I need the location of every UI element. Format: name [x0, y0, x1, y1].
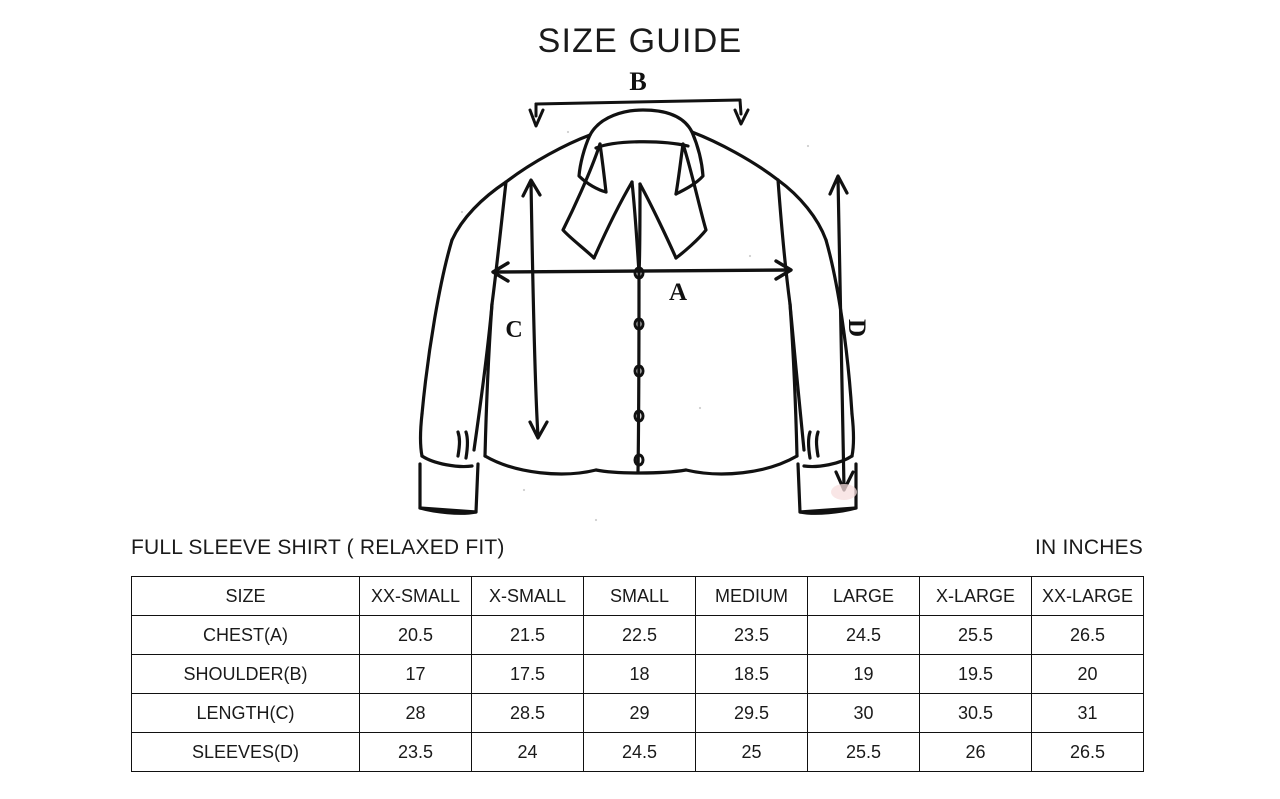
column-header-x-large: X-LARGE	[919, 576, 1032, 616]
column-header-xx-small: XX-SMALL	[359, 576, 472, 616]
table-row: CHEST(A) 20.5 21.5 22.5 23.5 24.5 25.5 2…	[131, 615, 1144, 655]
shirt-buttons	[633, 266, 645, 467]
cell-chest-xx-large: 26.5	[1031, 615, 1144, 655]
table-row: SHOULDER(B) 17 17.5 18 18.5 19 19.5 20	[131, 654, 1144, 694]
cell-chest-medium: 23.5	[695, 615, 808, 655]
svg-text:C: C	[505, 317, 522, 343]
column-header-size: SIZE	[131, 576, 360, 616]
table-row: SLEEVES(D) 23.5 24 24.5 25 25.5 26 26.5	[131, 732, 1144, 772]
cell-sleeves-xx-small: 23.5	[359, 732, 472, 772]
cell-length-xx-small: 28	[359, 693, 472, 733]
cell-sleeves-x-large: 26	[919, 732, 1032, 772]
label-c: C	[505, 317, 522, 343]
cell-shoulder-x-large: 19.5	[919, 654, 1032, 694]
measurement-units: IN INCHES	[1035, 536, 1143, 559]
row-label-chest: CHEST(A)	[131, 615, 360, 655]
cell-chest-x-small: 21.5	[471, 615, 584, 655]
cell-shoulder-x-small: 17.5	[471, 654, 584, 694]
row-label-shoulder: SHOULDER(B)	[131, 654, 360, 694]
cell-length-x-large: 30.5	[919, 693, 1032, 733]
dimension-arrow-b	[528, 98, 750, 128]
cell-sleeves-x-small: 24	[471, 732, 584, 772]
cell-shoulder-xx-large: 20	[1031, 654, 1144, 694]
row-label-sleeves: SLEEVES(D)	[131, 732, 360, 772]
column-header-x-small: X-SMALL	[471, 576, 584, 616]
cell-shoulder-large: 19	[807, 654, 920, 694]
column-header-large: LARGE	[807, 576, 920, 616]
page-title: SIZE GUIDE	[537, 22, 743, 60]
row-label-length: LENGTH(C)	[131, 693, 360, 733]
cell-chest-large: 24.5	[807, 615, 920, 655]
cell-length-small: 29	[583, 693, 696, 733]
cell-shoulder-small: 18	[583, 654, 696, 694]
pink-smudge	[831, 484, 857, 500]
cell-sleeves-medium: 25	[695, 732, 808, 772]
cell-chest-small: 22.5	[583, 615, 696, 655]
column-header-xx-large: XX-LARGE	[1031, 576, 1144, 616]
svg-text:B: B	[629, 67, 646, 96]
cell-shoulder-medium: 18.5	[695, 654, 808, 694]
paper-speckles	[460, 130, 810, 522]
garment-name: FULL SLEEVE SHIRT ( RELAXED FIT)	[131, 536, 505, 559]
svg-text:A: A	[669, 279, 687, 306]
garment-caption-row: FULL SLEEVE SHIRT ( RELAXED FIT) IN INCH…	[131, 536, 1143, 566]
label-b: B	[629, 67, 646, 96]
cell-sleeves-large: 25.5	[807, 732, 920, 772]
cell-sleeves-small: 24.5	[583, 732, 696, 772]
table-header-row: SIZE XX-SMALL X-SMALL SMALL MEDIUM LARGE…	[131, 576, 1144, 616]
dimension-arrow-a	[491, 259, 793, 283]
column-header-small: SMALL	[583, 576, 696, 616]
cell-length-xx-large: 31	[1031, 693, 1144, 733]
cell-chest-x-large: 25.5	[919, 615, 1032, 655]
table-row: LENGTH(C) 28 28.5 29 29.5 30 30.5 31	[131, 693, 1144, 733]
cell-length-x-small: 28.5	[471, 693, 584, 733]
cell-length-medium: 29.5	[695, 693, 808, 733]
cell-chest-xx-small: 20.5	[359, 615, 472, 655]
label-a: A	[669, 279, 687, 306]
column-header-medium: MEDIUM	[695, 576, 808, 616]
dimension-arrow-c	[521, 178, 549, 440]
size-chart-table: SIZE XX-SMALL X-SMALL SMALL MEDIUM LARGE…	[131, 576, 1144, 772]
cell-shoulder-xx-small: 17	[359, 654, 472, 694]
cell-length-large: 30	[807, 693, 920, 733]
size-table-container: SIZE XX-SMALL X-SMALL SMALL MEDIUM LARGE…	[131, 576, 1144, 772]
shirt-line-drawing-svg: B A C D	[418, 67, 870, 522]
label-d: D	[843, 319, 870, 337]
cell-sleeves-xx-large: 26.5	[1031, 732, 1144, 772]
svg-text:D: D	[843, 319, 870, 337]
shirt-illustration: B A C D	[400, 60, 880, 540]
